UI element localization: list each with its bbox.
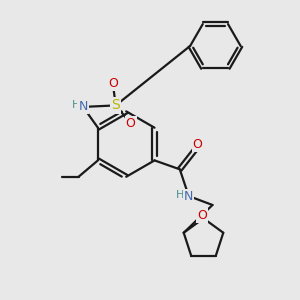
Text: H: H <box>176 190 184 200</box>
Text: H: H <box>71 100 80 110</box>
Text: O: O <box>126 117 136 130</box>
Text: N: N <box>78 100 88 113</box>
Text: O: O <box>193 138 202 151</box>
Text: S: S <box>111 98 120 112</box>
Text: O: O <box>108 76 118 90</box>
Text: O: O <box>197 209 207 222</box>
Text: N: N <box>184 190 194 202</box>
